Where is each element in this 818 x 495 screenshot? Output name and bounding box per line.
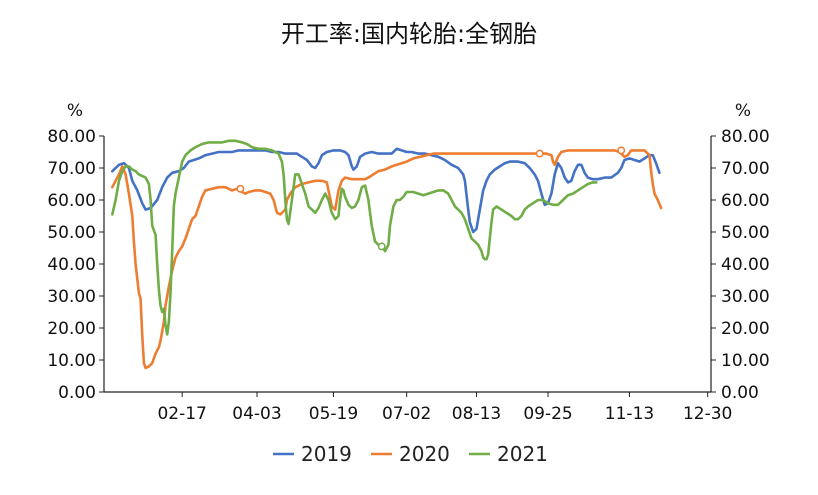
data-marker-2020 [617,146,626,155]
x-tick-label: 12-30 [683,404,732,424]
y-tick-label-right: 30.00 [721,287,770,307]
axes: % % 0.00 0.00 10.00 10.00 20.00 20.00 30.00 30.00… [47,101,769,424]
chart-title: 开工率:国内轮胎:全钢胎 [280,20,538,48]
data-marker-2020 [236,184,245,193]
y-tick-label-left: 20.00 [47,319,96,339]
y-tick-label-left: 70.00 [47,159,96,179]
y-tick-label-left: 30.00 [47,287,96,307]
x-tick-label: 02-17 [157,404,206,424]
series-line-2021 [111,139,598,336]
data-marker-2021 [377,242,386,251]
y-tick-label-left: 40.00 [47,255,96,275]
x-tick-label: 04-03 [232,404,281,424]
y-tick-label-right: 60.00 [721,191,770,211]
y-tick-label-right: 80.00 [721,127,770,147]
series-layer [111,139,663,370]
x-tick-label: 05-19 [309,404,358,424]
y-tick-label-right: 40.00 [721,255,770,275]
data-marker-2020 [535,149,544,158]
y-tick-label-right: 20.00 [721,319,770,339]
x-tick-label: 07-02 [382,404,431,424]
series-line-2020 [111,149,663,370]
y-tick-label-left: 80.00 [47,127,96,147]
x-tick-label: 09-25 [523,404,572,424]
series-line-2019 [111,147,661,234]
y-tick-label-left: 60.00 [47,191,96,211]
legend-label-2021: 2021 [497,442,548,466]
legend-label-2020: 2020 [399,442,450,466]
legend-label-2019: 2019 [301,442,352,466]
y-tick-label-left: 50.00 [47,223,96,243]
y-tick-label-right: 70.00 [721,159,770,179]
y-unit-left: % [67,101,83,121]
legend: 2019 2020 2021 [273,442,548,466]
y-tick-label-right: 0.00 [721,383,759,403]
y-tick-label-left: 0.00 [58,383,96,403]
y-tick-label-right: 50.00 [721,223,770,243]
y-unit-right: % [735,101,751,121]
x-tick-label: 08-13 [452,404,501,424]
y-tick-label-right: 10.00 [721,351,770,371]
y-tick-label-left: 10.00 [47,351,96,371]
x-tick-label: 11-13 [605,404,654,424]
